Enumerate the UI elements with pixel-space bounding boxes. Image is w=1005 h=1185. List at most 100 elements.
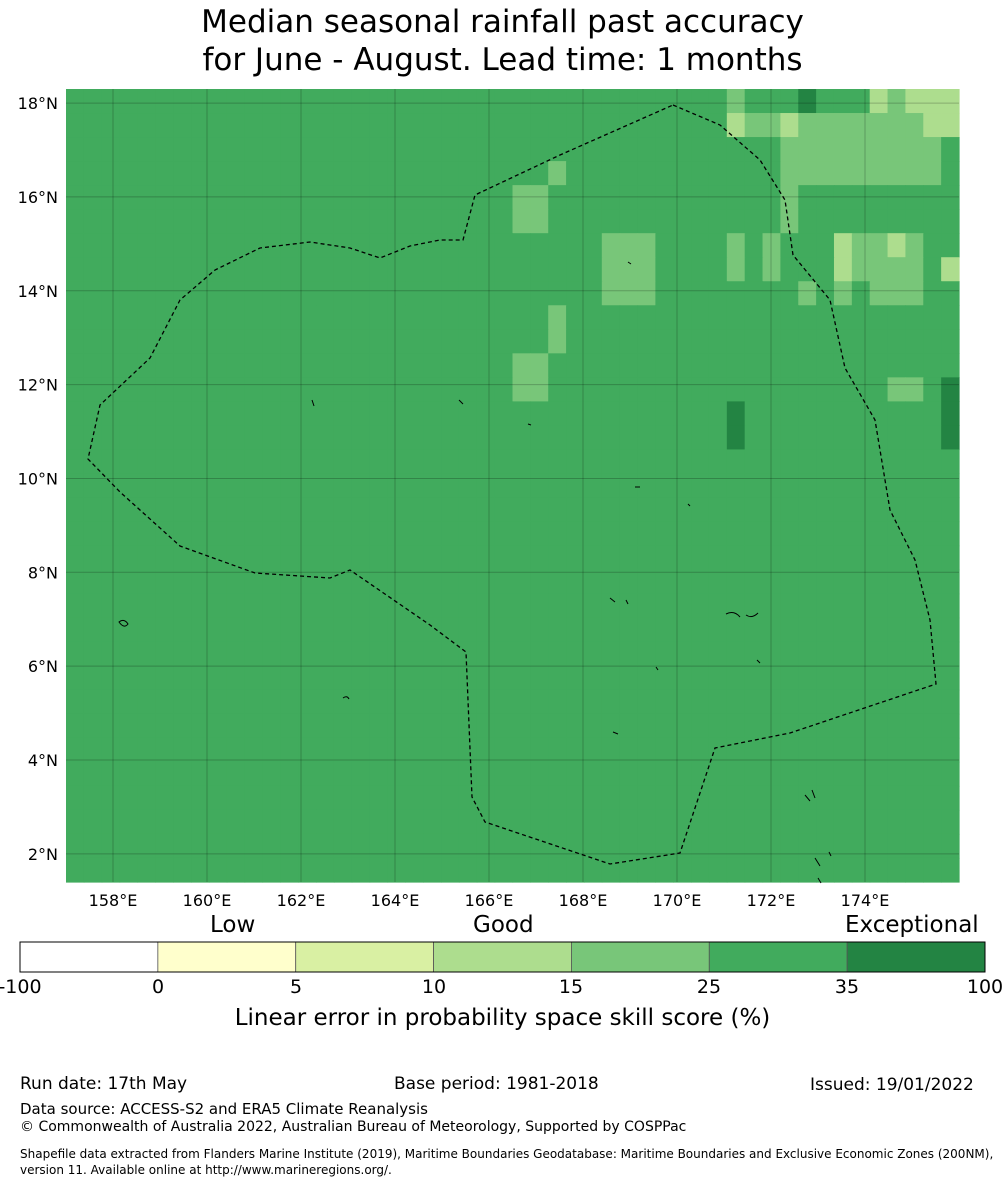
skill-cell [673,689,692,715]
skill-cell [191,329,210,354]
skill-cell [655,329,674,354]
skill-cell [744,641,764,667]
skill-cell [512,281,531,306]
skill-cell [780,113,799,138]
skill-cell [601,113,621,138]
skill-cell [298,737,317,763]
skill-cell [476,833,496,859]
skill-cell [405,449,424,475]
skill-cell [512,737,531,763]
skill-cell [726,329,746,354]
skill-cell [83,833,103,859]
skill-cell [619,569,639,595]
skill-cell [655,857,674,883]
skill-cell [601,353,621,378]
skill-cell [887,401,907,427]
skill-cell [726,137,746,162]
skill-cell [566,401,585,427]
skill-cell [887,641,907,667]
skill-cell [191,353,210,378]
colorbar-segment [708,941,848,973]
skill-cell [780,161,799,186]
skill-cell [262,497,281,523]
skill-cell [941,569,960,595]
skill-cell [494,161,514,186]
skill-cell [601,449,621,475]
skill-cell [869,785,889,811]
skill-cell [851,737,871,763]
skill-cell [601,641,621,667]
skill-cell [316,617,335,643]
skill-cell [833,593,853,619]
skill-cell [155,737,174,763]
skill-cell [280,401,299,427]
skill-cell [566,137,585,162]
skill-cell [66,353,85,378]
skill-cell [226,785,246,811]
skill-cell [833,233,853,258]
skill-cell [137,233,156,258]
skill-cell [530,785,549,811]
skill-cell [762,785,781,811]
skill-cell [298,137,317,162]
skill-cell [423,137,442,162]
skill-cell [798,521,817,547]
skill-cell [780,689,799,715]
skill-cell [441,329,460,354]
skill-cell [208,473,228,499]
skill-cell [637,857,656,883]
skill-cell [262,449,281,475]
skill-cell [244,569,264,595]
skill-cell [708,833,728,859]
skill-cell [119,833,139,859]
skill-cell [780,329,799,354]
skill-cell [798,737,817,763]
skill-cell [66,185,85,210]
skill-cell [83,857,103,883]
skill-cell [780,785,799,811]
skill-cell [262,857,281,883]
longitude-label: 174°E [841,891,890,910]
skill-cell [298,401,317,427]
skill-cell [941,401,960,427]
skill-cell [351,761,371,787]
skill-cell [869,233,889,258]
skill-cell [708,593,728,619]
skill-cell [851,161,871,186]
skill-cell [762,209,781,234]
skill-cell [744,329,764,354]
skill-cell [905,737,924,763]
skill-cell [280,377,299,402]
skill-cell [530,809,549,835]
skill-cell [619,785,639,811]
skill-cell [119,209,139,234]
skill-cell [369,377,389,402]
skill-cell [101,305,121,330]
skill-cell [762,857,781,883]
skill-cell [333,737,353,763]
skill-cell [101,737,121,763]
skill-cell [708,281,728,306]
skill-cell [244,521,264,547]
skill-cell [208,113,228,138]
skill-cell [655,809,674,835]
skill-cell [708,137,728,162]
skill-cell [851,689,871,715]
skill-cell [119,713,139,739]
skill-cell [369,713,389,739]
skill-cell [316,473,335,499]
skill-cell [191,161,210,186]
skill-cell [655,89,674,114]
skill-cell [530,449,549,475]
skill-cell [83,353,103,378]
skill-cell [83,401,103,427]
skill-cell [637,785,656,811]
skill-cell [601,545,621,571]
skill-cell [405,713,424,739]
skill-cell [691,305,710,330]
skill-cell [851,449,871,475]
skill-cell [816,833,835,859]
skill-cell [423,641,442,667]
skill-cell [655,833,674,859]
skill-cell [405,593,424,619]
